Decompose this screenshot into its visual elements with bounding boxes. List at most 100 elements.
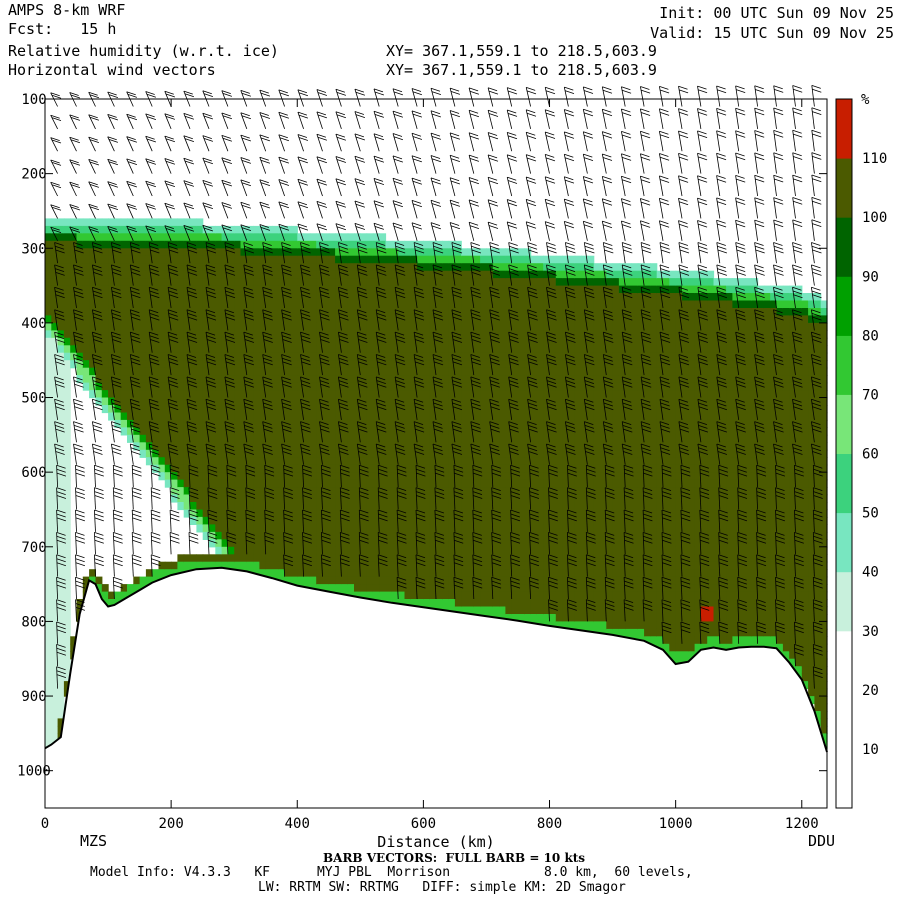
wind-barb [183,135,195,152]
wind-barb [56,621,67,644]
wind-barb [92,443,103,465]
wind-barb [585,487,596,510]
wind-barb [75,464,86,488]
wind-barb [221,135,233,152]
wind-barb [358,487,369,510]
wind-barb [335,223,347,241]
wind-barb [604,464,615,488]
wind-barb [773,354,784,376]
wind-barb [413,354,425,376]
wind-barb [169,509,180,532]
wind-barb [338,309,349,331]
wind-barb [510,532,521,555]
wind-barb [775,487,786,510]
wind-barb [773,85,784,107]
wind-barb [642,532,653,555]
wind-barb [489,286,500,309]
wind-barb [472,576,483,600]
wind-barb [150,464,161,488]
wind-barb [756,621,767,644]
wind-barb [659,86,670,107]
wind-barb [354,111,366,130]
wind-barb [224,354,236,376]
wind-barb [300,242,311,264]
wind-barb [356,309,368,331]
wind-barb [468,177,480,197]
wind-barb [470,376,482,398]
wind-barb [812,621,823,644]
wind-barb [621,443,633,465]
wind-barb [583,309,595,331]
wind-barb [678,421,690,443]
wind-barb [775,621,786,644]
wind-barb [735,421,746,443]
wind-barb [716,85,727,107]
wind-barb [680,554,691,577]
wind-barb [659,443,671,465]
wind-barb [75,554,86,577]
terrain-mask [44,566,828,808]
wind-barb [240,224,252,241]
wind-barb [659,264,671,286]
wind-barb [262,242,273,264]
wind-barb [205,242,217,264]
wind-barb [259,134,271,152]
wind-barb [243,421,255,443]
wind-barb [792,219,803,241]
wind-barb [316,201,328,219]
x-axis: 0 200 400 600 800 1000 1200 [41,99,819,832]
wind-barb [226,532,237,555]
wind-barb [145,158,157,174]
wind-barb [716,376,728,398]
wind-barb [737,554,748,577]
wind-barb [377,532,388,555]
wind-barb [602,331,614,353]
wind-barb [525,109,537,129]
wind-barb [718,509,729,532]
wind-barb [697,220,708,241]
wind-barb [56,554,67,577]
wind-barb [356,354,368,376]
wind-barb [487,109,499,129]
wind-barb [188,487,199,510]
wind-barb [356,286,368,309]
wind-barb [525,87,537,107]
wind-barb [186,286,198,309]
wind-barb [602,443,614,465]
wind-barb [377,554,388,577]
wind-barb [468,132,480,152]
wind-barb [356,443,368,465]
wind-barb [205,398,217,420]
wind-barb [338,398,349,420]
wind-barb [640,130,651,152]
wind-barb [812,509,823,532]
wind-barb [546,242,557,264]
wind-barb [205,286,217,309]
wind-barb [510,576,521,600]
wind-barb [297,178,309,197]
wind-barb [640,376,652,398]
wind-barb [316,89,328,107]
wind-barb [126,158,138,174]
wind-barb [699,487,710,510]
wind-barb [775,532,786,555]
wind-barb [470,331,482,353]
wind-barb [338,354,349,376]
wind-barb [487,221,499,241]
wind-barb [470,443,482,465]
wind-barb [735,376,746,398]
wind-barb [489,354,500,376]
wind-barb [716,264,728,286]
wind-barb [678,331,690,353]
wind-barb [319,354,330,376]
wind-barb [262,286,273,309]
wind-barb [73,421,84,443]
wind-barb [264,532,275,555]
wind-barb [243,242,255,264]
wind-barb [506,132,518,152]
wind-barb [472,487,483,510]
wind-barb [623,464,634,488]
wind-barb [375,264,387,286]
wind-barb [735,175,746,197]
wind-barb [186,443,198,465]
